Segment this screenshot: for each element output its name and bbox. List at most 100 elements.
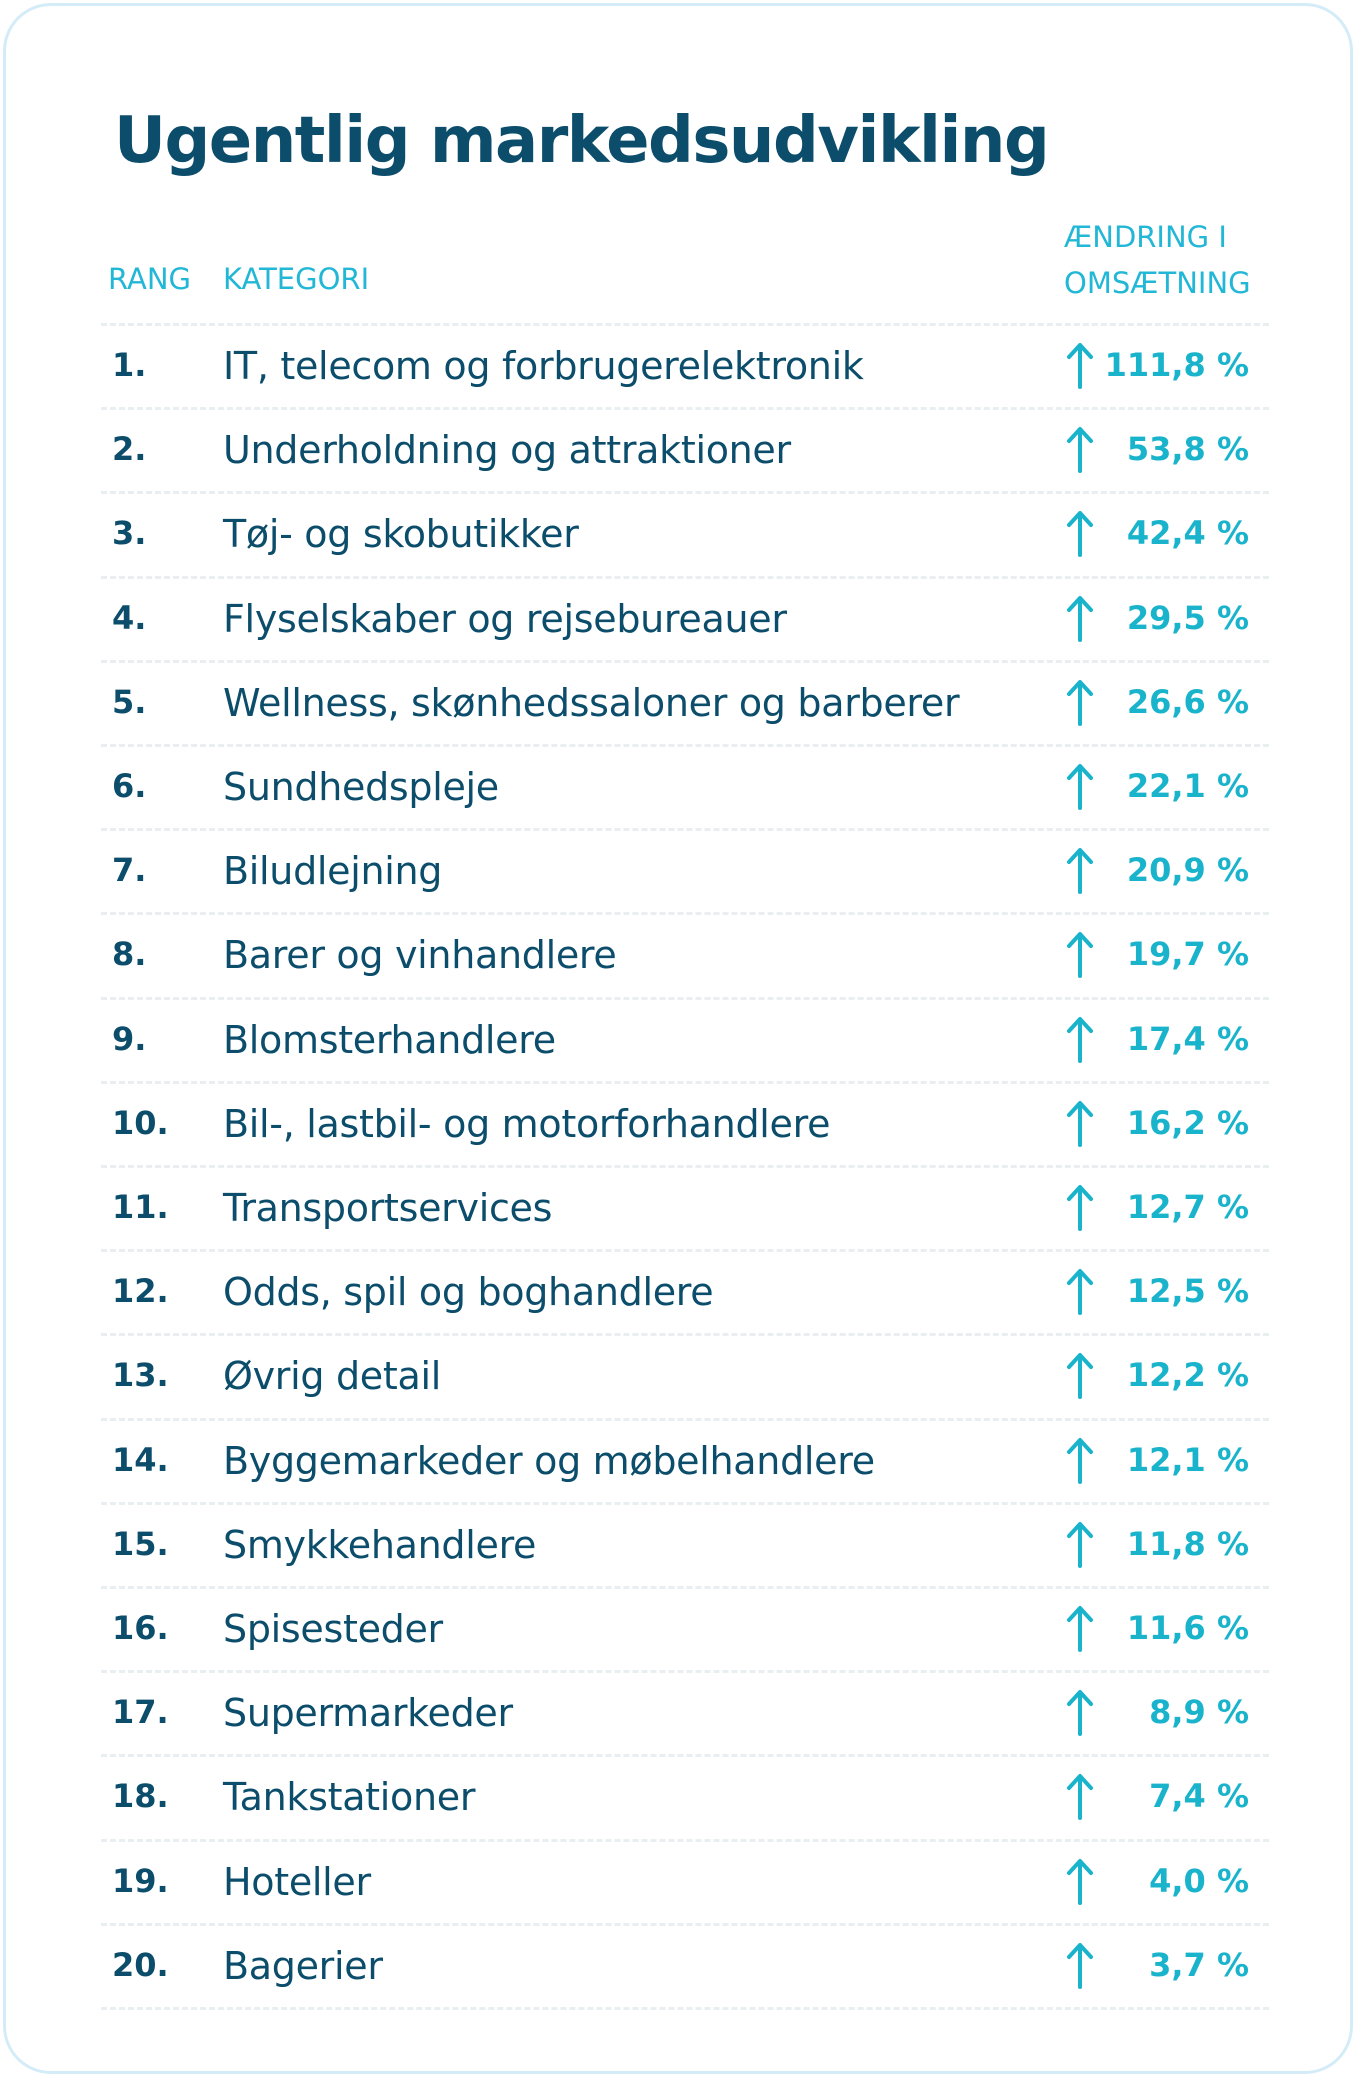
column-header-change: ÆNDRING I OMSÆTNING (1064, 214, 1251, 306)
row-category: Smykkehandlere (223, 1522, 537, 1567)
row-divider (101, 1670, 1269, 1674)
table-row: 4. Flyselskaber og rejsebureauer 29,5 % (6, 577, 1360, 661)
row-divider (101, 744, 1269, 747)
row-category: Byggemarkeder og møbelhandlere (223, 1438, 875, 1483)
row-category: IT, telecom og forbrugerelektronik (223, 344, 864, 388)
row-category: Biludlejning (223, 849, 443, 894)
row-category: Underholdning og attraktioner (223, 428, 791, 473)
table-row: 17. Supermarkeder 8,9 % (6, 1671, 1360, 1755)
arrow-up-icon (1067, 1437, 1093, 1484)
row-change-value: 8,9 % (1149, 1693, 1249, 1732)
row-category: Spisesteder (223, 1607, 443, 1651)
table-row: 20. Bagerier 3,7 % (6, 1924, 1360, 2008)
row-change-value: 3,7 % (1149, 1945, 1249, 1984)
row-change-value: 53,8 % (1126, 430, 1249, 469)
table-row: 14. Byggemarkeder og møbelhandlere 12,1 % (6, 1419, 1360, 1503)
column-header-rank: RANG (108, 262, 191, 296)
arrow-up-icon (1067, 1774, 1093, 1821)
arrow-up-icon (1067, 343, 1093, 389)
column-header-change-line1: ÆNDRING I (1064, 220, 1227, 254)
row-change-value: 11,6 % (1126, 1609, 1249, 1647)
row-change-value: 12,1 % (1126, 1440, 1249, 1479)
arrow-up-icon (1067, 1185, 1093, 1231)
row-rank: 9. (112, 1019, 147, 1058)
arrow-up-icon (1067, 1353, 1093, 1400)
arrow-up-icon (1067, 427, 1093, 474)
table-row: 18. Tankstationer 7,4 % (6, 1755, 1360, 1839)
row-divider (101, 491, 1269, 495)
row-change-value: 20,9 % (1126, 851, 1249, 890)
row-rank: 19. (112, 1861, 169, 1900)
row-divider (101, 407, 1269, 411)
table-row: 15. Smykkehandlere 11,8 % (6, 1503, 1360, 1587)
row-category: Wellness, skønhedssaloner og barberer (223, 680, 960, 725)
table-row: 12. Odds, spil og boghandlere 12,5 % (6, 1250, 1360, 1334)
row-change-value: 12,5 % (1126, 1272, 1249, 1311)
table-row: 19. Hoteller 4,0 % (6, 1840, 1360, 1924)
table-card: Ugentlig markedsudvikling RANG KATEGORI … (3, 3, 1353, 2074)
arrow-up-icon (1067, 932, 1093, 979)
row-divider (101, 1165, 1269, 1168)
row-category: Supermarkeder (223, 1691, 513, 1736)
arrow-up-icon (1067, 1016, 1093, 1063)
row-category: Barer og vinhandlere (223, 933, 617, 978)
row-category: Odds, spil og boghandlere (223, 1270, 714, 1315)
row-change-value: 42,4 % (1126, 514, 1249, 553)
table-row: 9. Blomsterhandlere 17,4 % (6, 998, 1360, 1082)
column-header-change-line2: OMSÆTNING (1064, 266, 1251, 300)
row-change-value: 12,7 % (1126, 1188, 1249, 1226)
row-change-value: 11,8 % (1126, 1524, 1249, 1563)
row-change-value: 19,7 % (1126, 935, 1249, 974)
row-divider (101, 1333, 1269, 1337)
row-rank: 15. (112, 1524, 169, 1563)
row-divider (101, 996, 1269, 1000)
row-divider (101, 1417, 1269, 1421)
row-rank: 8. (112, 935, 147, 974)
row-category: Tøj- og skobutikker (223, 512, 579, 557)
table-row: 11. Transportservices 12,7 % (6, 1166, 1360, 1250)
row-rank: 1. (112, 346, 147, 384)
arrow-up-icon (1067, 1100, 1093, 1147)
row-change-value: 111,8 % (1104, 346, 1249, 384)
row-category: Sundhedspleje (223, 765, 499, 809)
table-row: 5. Wellness, skønhedssaloner og barberer 2… (6, 661, 1360, 745)
row-divider (101, 828, 1269, 832)
row-category: Tankstationer (223, 1775, 476, 1820)
row-divider (101, 1754, 1269, 1758)
row-category: Flyselskaber og rejsebureauer (223, 596, 787, 641)
arrow-up-icon (1067, 1690, 1093, 1737)
row-change-value: 4,0 % (1149, 1861, 1249, 1900)
row-rank: 2. (112, 430, 147, 469)
row-change-value: 22,1 % (1126, 767, 1249, 805)
row-category: Transportservices (223, 1186, 553, 1230)
row-category: Øvrig detail (223, 1354, 441, 1399)
row-change-value: 26,6 % (1126, 682, 1249, 721)
row-change-value: 12,2 % (1126, 1356, 1249, 1395)
row-rank: 18. (112, 1777, 169, 1816)
table-row: 8. Barer og vinhandlere 19,7 % (6, 913, 1360, 997)
row-divider (101, 575, 1269, 579)
row-change-value: 7,4 % (1149, 1777, 1249, 1816)
table-row: 3. Tøj- og skobutikker 42,4 % (6, 492, 1360, 576)
row-change-value: 16,2 % (1126, 1103, 1249, 1142)
row-divider (101, 323, 1269, 326)
row-change-value: 29,5 % (1126, 598, 1249, 637)
table-row: 13. Øvrig detail 12,2 % (6, 1334, 1360, 1418)
row-rank: 6. (112, 767, 147, 805)
arrow-up-icon (1067, 848, 1093, 895)
table-row: 2. Underholdning og attraktioner 53,8 % (6, 408, 1360, 492)
row-rank: 4. (112, 598, 147, 637)
row-rank: 16. (112, 1609, 169, 1647)
table-row: 6. Sundhedspleje 22,1 % (6, 745, 1360, 829)
row-divider (101, 659, 1269, 663)
row-rank: 17. (112, 1693, 169, 1732)
page-title: Ugentlig markedsudvikling (114, 104, 1050, 178)
row-divider (101, 1586, 1269, 1589)
row-category: Bagerier (223, 1943, 383, 1988)
arrow-up-icon (1067, 595, 1093, 642)
row-rank: 20. (112, 1945, 169, 1984)
row-divider (101, 912, 1269, 916)
table-row: 7. Biludlejning 20,9 % (6, 829, 1360, 913)
row-rank: 7. (112, 851, 147, 890)
arrow-up-icon (1067, 1521, 1093, 1568)
